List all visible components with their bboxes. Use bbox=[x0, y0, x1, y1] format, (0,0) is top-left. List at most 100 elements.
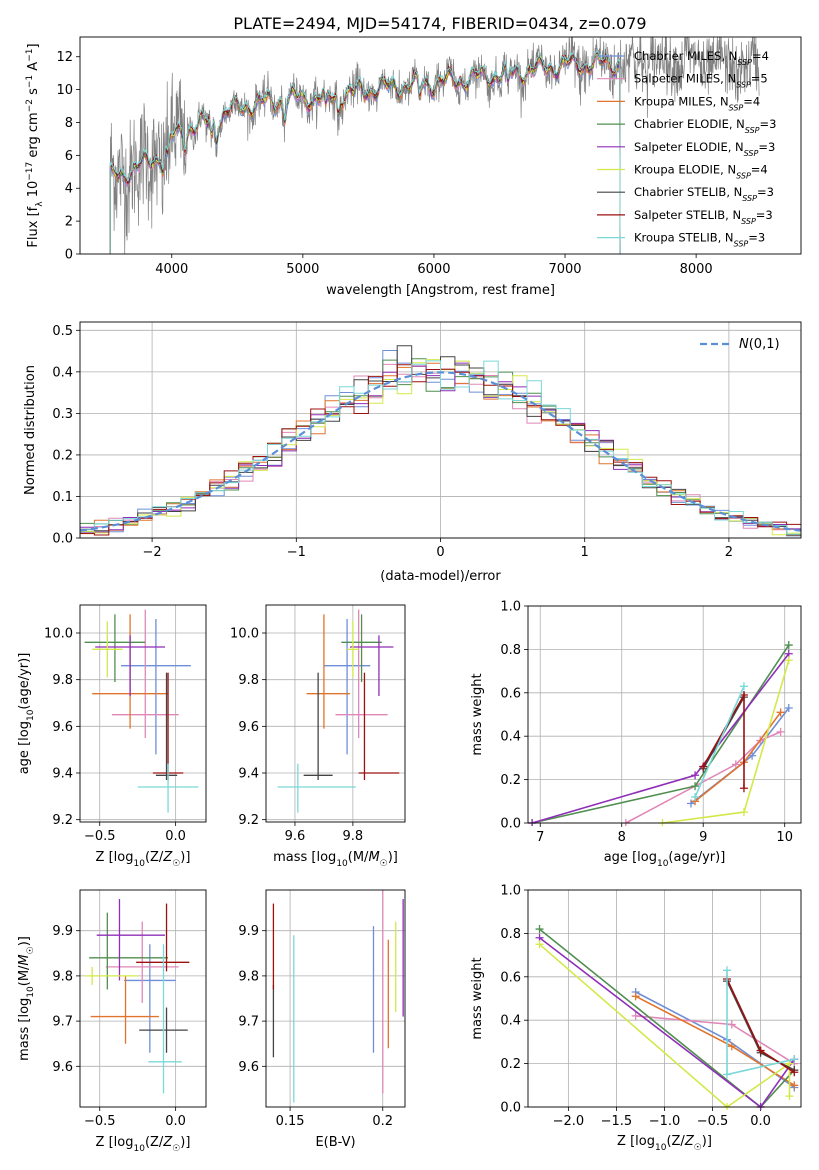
y-tick-label: 1.0 bbox=[500, 600, 521, 615]
y-tick-label: 9.8 bbox=[52, 673, 73, 688]
errorbar-point bbox=[306, 614, 350, 729]
y-tick-label: 0.6 bbox=[500, 970, 521, 985]
weight-marker bbox=[739, 784, 748, 793]
weight-series-line bbox=[635, 991, 795, 1089]
residuals-axes: −2 −1 0 1 2 0.0 0.1 0.2 0.3 0.4 0.5 bbox=[52, 322, 801, 560]
spectrum-axes: 4000 5000 6000 7000 8000 0 2 4 6 8 10 12 bbox=[56, 50, 712, 277]
age-vs-Z-ylabel: age [log10(age/yr)] bbox=[17, 653, 36, 775]
mass-vs-Z-axes: −0.5 0.0 9.6 9.7 9.8 9.9 bbox=[52, 890, 206, 1129]
normal-reference-curve bbox=[80, 371, 801, 532]
weight-marker bbox=[731, 760, 740, 769]
y-tick-label: 0.8 bbox=[500, 927, 521, 942]
y-tick-label: 9.6 bbox=[52, 1060, 73, 1075]
weight-marker bbox=[727, 1020, 736, 1029]
residual-histogram bbox=[80, 360, 801, 538]
x-tick-label: −2.0 bbox=[553, 1114, 585, 1129]
weight-vs-age-axes: 7 8 9 10 0.0 0.2 0.4 0.6 0.8 1.0 bbox=[500, 600, 801, 845]
weight-marker bbox=[784, 703, 793, 712]
age-vs-mass-plot-area bbox=[277, 609, 400, 813]
mass-vs-Z-xlabel: Z [log10(Z/Z☉)] bbox=[96, 1135, 191, 1154]
model-spectrum-line bbox=[109, 55, 621, 254]
x-tick-label: 8 bbox=[618, 830, 626, 845]
y-tick-label: 12 bbox=[56, 50, 73, 65]
x-tick-label: 9.8 bbox=[343, 829, 364, 844]
x-tick-label: 0 bbox=[436, 545, 444, 560]
weight-vs-age-ylabel: mass weight bbox=[470, 673, 485, 755]
y-tick-label: 9.8 bbox=[238, 969, 259, 984]
y-tick-label: 10.0 bbox=[230, 627, 259, 642]
errorbar-point bbox=[120, 619, 191, 755]
legend-entry: Kroupa STELIB, NSSP=3 bbox=[634, 231, 765, 249]
x-tick-label: −1 bbox=[287, 545, 306, 560]
weight-marker bbox=[785, 1092, 794, 1101]
x-tick-label: −2 bbox=[143, 545, 162, 560]
y-tick-label: 9.4 bbox=[238, 767, 259, 782]
errorbar-point bbox=[335, 609, 388, 738]
y-tick-label: 0.0 bbox=[52, 532, 73, 547]
x-tick-label: 0.0 bbox=[165, 829, 186, 844]
y-tick-label: 0.2 bbox=[52, 448, 73, 463]
spectrum-legend: Chabrier MILES, NSSP=4 Salpeter MILES, NS… bbox=[597, 49, 776, 248]
spectrum-xlabel: wavelength [Angstrom, rest frame] bbox=[326, 283, 555, 298]
figure-title: PLATE=2494, MJD=54174, FIBERID=0434, z=0… bbox=[233, 14, 646, 33]
legend-entry: Chabrier STELIB, NSSP=3 bbox=[634, 185, 774, 203]
age-vs-mass-frame bbox=[265, 604, 406, 823]
weight-series-line bbox=[531, 644, 790, 824]
y-tick-label: 9.6 bbox=[238, 720, 259, 735]
y-tick-label: 9.7 bbox=[238, 1015, 259, 1030]
y-tick-label: 0.1 bbox=[52, 490, 73, 505]
y-tick-label: 9.2 bbox=[238, 813, 259, 828]
errorbar-point bbox=[137, 763, 199, 813]
weight-vs-Z-ylabel: mass weight bbox=[470, 957, 485, 1039]
weight-marker bbox=[784, 641, 793, 650]
legend-entry: Salpeter MILES, NSSP=5 bbox=[634, 72, 768, 90]
x-tick-label: 0.2 bbox=[372, 1114, 393, 1129]
x-tick-label: −1.0 bbox=[649, 1114, 681, 1129]
errorbar-point bbox=[92, 621, 123, 678]
y-tick-label: 0.4 bbox=[52, 365, 73, 380]
y-tick-label: 0.2 bbox=[500, 773, 521, 788]
x-tick-label: −0.5 bbox=[697, 1114, 729, 1129]
y-tick-label: 9.8 bbox=[238, 673, 259, 688]
weight-vs-age-frame bbox=[527, 605, 802, 824]
legend-entry: Salpeter ELODIE, NSSP=3 bbox=[634, 140, 775, 158]
x-tick-label: 4000 bbox=[155, 262, 188, 277]
y-tick-label: 10 bbox=[56, 83, 73, 98]
y-tick-label: 0.4 bbox=[500, 730, 521, 745]
y-tick-label: 1.0 bbox=[500, 884, 521, 899]
x-tick-label: −0.5 bbox=[84, 829, 116, 844]
y-tick-label: 0 bbox=[65, 248, 73, 263]
weight-marker bbox=[699, 762, 708, 771]
weight-vs-Z-plot-area bbox=[535, 925, 799, 1110]
weight-marker bbox=[727, 1042, 736, 1051]
mass-vs-Z-plot-area bbox=[84, 899, 190, 1094]
errorbar-point bbox=[277, 763, 356, 813]
mass-vs-Z-frame bbox=[79, 889, 207, 1108]
x-tick-label: −0.5 bbox=[84, 1114, 116, 1129]
weight-marker bbox=[739, 808, 748, 817]
errorbar-point bbox=[303, 672, 333, 780]
weight-marker bbox=[776, 708, 785, 717]
residuals-plot-area bbox=[80, 345, 801, 538]
weight-marker bbox=[691, 792, 700, 801]
x-tick-label: 2 bbox=[725, 545, 733, 560]
plots-layer: 4000 5000 6000 7000 8000024681012wavelength … bbox=[17, 36, 802, 1154]
y-tick-label: 0.6 bbox=[500, 686, 521, 701]
weight-vs-age-xlabel: age [log10(age/yr)] bbox=[604, 850, 726, 869]
weight-marker bbox=[686, 799, 695, 808]
legend-entry: Chabrier MILES, NSSP=4 bbox=[634, 49, 769, 67]
x-tick-label: −1.5 bbox=[601, 1114, 633, 1129]
weight-marker bbox=[631, 1011, 640, 1020]
errorbar-point bbox=[124, 944, 176, 1053]
mass-vs-ebv-xlabel: E(B-V) bbox=[315, 1135, 355, 1150]
legend-entry: Kroupa ELODIE, NSSP=4 bbox=[634, 163, 768, 181]
weight-vs-Z-xlabel: Z [log10(Z/Z☉)] bbox=[617, 1134, 712, 1153]
errorbar-point bbox=[155, 672, 178, 780]
legend-entry: Chabrier ELODIE, NSSP=3 bbox=[634, 117, 776, 135]
mass-vs-ebv-plot-area bbox=[272, 890, 404, 1103]
errorbar-point bbox=[349, 635, 394, 696]
y-tick-label: 0.2 bbox=[500, 1057, 521, 1072]
errorbar-point bbox=[84, 614, 146, 682]
weight-marker bbox=[535, 940, 544, 949]
errorbar-point bbox=[323, 619, 371, 755]
